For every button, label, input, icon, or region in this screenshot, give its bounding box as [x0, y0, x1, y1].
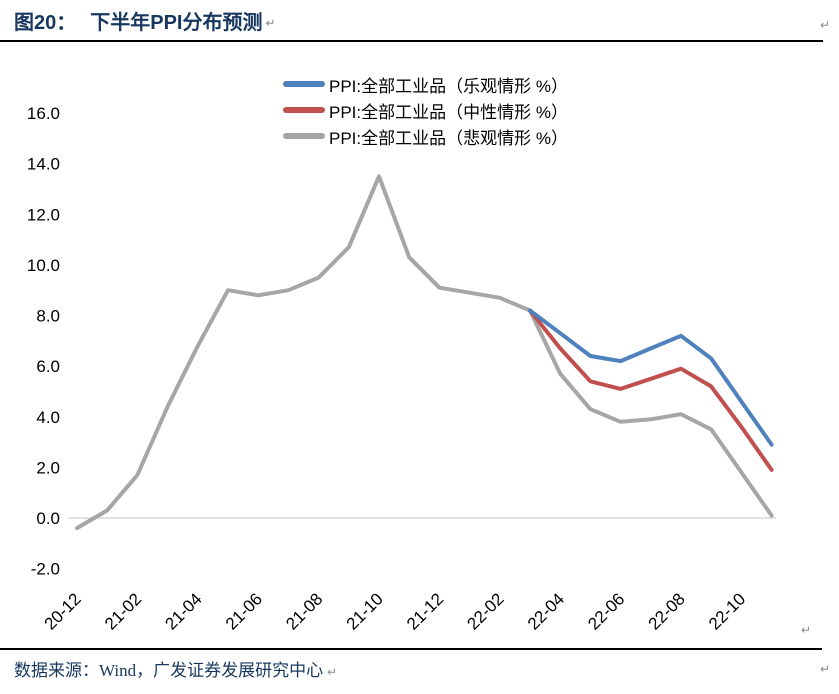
paragraph-mark-icon: ↵	[327, 665, 338, 679]
figure-label: 图20：	[14, 12, 77, 34]
svg-text:21-08: 21-08	[282, 589, 326, 633]
svg-text:4.0: 4.0	[36, 408, 60, 427]
svg-text:20-12: 20-12	[41, 589, 85, 633]
svg-text:8.0: 8.0	[36, 307, 60, 326]
svg-text:2.0: 2.0	[36, 458, 60, 477]
title-separator-line	[0, 40, 823, 42]
svg-text:21-12: 21-12	[403, 589, 447, 633]
pessimistic-line-swatch-icon	[283, 133, 325, 139]
svg-text:21-02: 21-02	[101, 589, 145, 633]
neutral-line-swatch-icon	[283, 107, 325, 113]
svg-text:22-08: 22-08	[645, 589, 689, 633]
figure-caption: 图20： 下半年PPI分布预测 ↵	[14, 6, 276, 35]
optimistic-line-swatch-icon	[283, 81, 325, 87]
svg-text:21-04: 21-04	[161, 589, 205, 633]
chart-legend: PPI:全部工业品（乐观情形 %） PPI:全部工业品（中性情形 %） PPI:…	[283, 74, 568, 152]
svg-text:0.0: 0.0	[36, 509, 60, 528]
legend-label: PPI:全部工业品（悲观情形 %）	[329, 128, 568, 148]
svg-text:22-04: 22-04	[524, 589, 568, 633]
legend-item-pessimistic: PPI:全部工业品（悲观情形 %）	[283, 126, 568, 148]
svg-text:21-10: 21-10	[343, 589, 387, 633]
legend-item-optimistic: PPI:全部工业品（乐观情形 %）	[283, 74, 568, 96]
legend-label: PPI:全部工业品（乐观情形 %）	[329, 76, 568, 96]
source-note: 数据来源：Wind，广发证券发展研究中心 ↵	[14, 656, 337, 681]
svg-text:10.0: 10.0	[27, 256, 60, 275]
figure-title: 下半年PPI分布预测	[90, 12, 263, 34]
paragraph-mark-icon: ↵	[265, 16, 276, 30]
svg-text:22-06: 22-06	[584, 589, 628, 633]
svg-text:6.0: 6.0	[36, 357, 60, 376]
footer-separator-line	[0, 648, 822, 650]
svg-text:12.0: 12.0	[27, 205, 60, 224]
svg-text:22-10: 22-10	[705, 589, 749, 633]
legend-item-neutral: PPI:全部工业品（中性情形 %）	[283, 100, 568, 122]
paragraph-mark-icon: ↵	[820, 18, 831, 32]
paragraph-mark-icon: ↵	[801, 623, 812, 637]
svg-text:14.0: 14.0	[27, 155, 60, 174]
svg-text:-2.0: -2.0	[31, 560, 60, 579]
svg-text:16.0: 16.0	[27, 104, 60, 123]
svg-text:21-06: 21-06	[222, 589, 266, 633]
paragraph-mark-icon: ↵	[820, 662, 831, 676]
svg-text:22-02: 22-02	[463, 589, 507, 633]
source-text: 数据来源：Wind，广发证券发展研究中心	[14, 661, 324, 680]
legend-label: PPI:全部工业品（中性情形 %）	[329, 102, 568, 122]
